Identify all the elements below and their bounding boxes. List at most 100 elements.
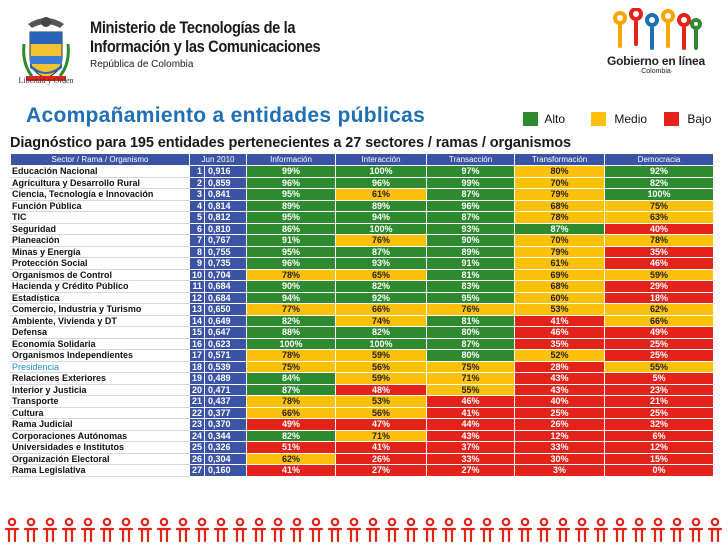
ministry-logo: Ministerio de Tecnologías de la Informac… <box>90 18 358 70</box>
ministry-line3: República de Colombia <box>90 59 194 70</box>
democracia-cell: 59% <box>604 268 715 281</box>
table-row: Seguridad 6 0,810 86% 100% 93% 87% 40% <box>10 222 715 235</box>
democracia-cell: 66% <box>604 314 715 327</box>
rank-cell: 19 <box>189 372 205 385</box>
page-title: Acompañamiento a entidades públicas <box>26 104 426 127</box>
footer-figure-body <box>555 527 571 543</box>
transaccion-cell: 27% <box>426 464 516 477</box>
subtitle: Diagnóstico para 195 entidades perteneci… <box>10 135 571 151</box>
rank-cell: 3 <box>189 188 205 201</box>
table-row: Protección Social 9 0,735 96% 93% 91% 61% 46% <box>10 257 715 270</box>
democracia-cell: 18% <box>604 291 715 304</box>
sector-name: Hacienda y Crédito Público <box>10 280 190 293</box>
transaccion-cell: 99% <box>426 176 516 189</box>
footer-figure-body <box>384 527 400 543</box>
legend-alto: Alto <box>523 112 565 126</box>
interaccion-cell: 26% <box>335 452 428 465</box>
rank-cell: 5 <box>189 211 205 224</box>
interaccion-cell: 48% <box>335 383 428 396</box>
transformacion-cell: 70% <box>514 176 606 189</box>
footer-figure-body <box>574 527 590 543</box>
transaccion-cell: 75% <box>426 360 516 373</box>
rank-cell: 23 <box>189 418 205 431</box>
footer-figure-body <box>441 527 457 543</box>
legend-bajo: Bajo <box>664 112 711 126</box>
footer-figure-head <box>520 517 530 527</box>
table-row: Función Pública 4 0,814 89% 89% 96% 68% 75% <box>10 199 715 212</box>
footer-figure-head <box>653 517 663 527</box>
table-row: Cultura 22 0,377 66% 56% 41% 25% 25% <box>10 406 715 419</box>
footer-figure-head <box>615 517 625 527</box>
transformacion-cell: 46% <box>514 326 606 339</box>
interaccion-cell: 41% <box>335 441 428 454</box>
transaccion-cell: 71% <box>426 372 516 385</box>
footer-figure-head <box>311 517 321 527</box>
table-row: Agricultura y Desarrollo Rural 2 0,859 96% 9… <box>10 176 715 189</box>
footer-figure-body <box>593 527 609 543</box>
transformacion-cell: 40% <box>514 395 606 408</box>
transaccion-cell: 90% <box>426 234 516 247</box>
score-cell: 0,623 <box>203 337 248 350</box>
rank-cell: 11 <box>189 280 205 293</box>
footer-figure-head <box>368 517 378 527</box>
interaccion-cell: 56% <box>335 360 428 373</box>
transformacion-cell: 33% <box>514 441 606 454</box>
transaccion-cell: 87% <box>426 211 516 224</box>
table-row: Defensa 15 0,647 88% 82% 80% 46% 49% <box>10 326 715 339</box>
rank-cell: 4 <box>189 199 205 212</box>
sector-name: Rama Legislativa <box>10 464 190 477</box>
democracia-cell: 92% <box>604 165 715 178</box>
democracia-cell: 15% <box>604 452 715 465</box>
table-row: Rama Legislativa 27 0,160 41% 27% 27% 3% 0% <box>10 464 715 477</box>
score-cell: 0,539 <box>203 360 248 373</box>
rank-cell: 6 <box>189 222 205 235</box>
interaccion-cell: 59% <box>335 372 428 385</box>
informacion-cell: 95% <box>246 211 337 224</box>
transaccion-cell: 46% <box>426 395 516 408</box>
footer-figure-head <box>577 517 587 527</box>
footer-figure-head <box>710 517 720 527</box>
democracia-cell: 82% <box>604 176 715 189</box>
score-cell: 0,841 <box>203 188 248 201</box>
sector-name: Interior y Justicia <box>10 383 190 396</box>
rank-cell: 9 <box>189 257 205 270</box>
footer-figure-body <box>270 527 286 543</box>
table-row: Hacienda y Crédito Público 11 0,684 90% 82% 8… <box>10 280 715 293</box>
score-cell: 0,684 <box>203 291 248 304</box>
table-row: TIC 5 0,812 95% 94% 87% 78% 63% <box>10 211 715 224</box>
footer-figure-head <box>45 517 55 527</box>
informacion-cell: 78% <box>246 268 337 281</box>
score-cell: 0,812 <box>203 211 248 224</box>
transformacion-cell: 80% <box>514 165 606 178</box>
democracia-cell: 63% <box>604 211 715 224</box>
transaccion-cell: 87% <box>426 188 516 201</box>
democracia-cell: 12% <box>604 441 715 454</box>
transaccion-cell: 80% <box>426 326 516 339</box>
footer-figure-body <box>403 527 419 543</box>
rank-cell: 13 <box>189 303 205 316</box>
score-cell: 0,735 <box>203 257 248 270</box>
table-row: Interior y Justicia 20 0,471 87% 48% 55% 43% 23… <box>10 383 715 396</box>
footer-figure-body <box>232 527 248 543</box>
transformacion-cell: 43% <box>514 383 606 396</box>
sector-name: Ciencia, Tecnología e Innovación <box>10 188 190 201</box>
score-cell: 0,916 <box>203 165 248 178</box>
democracia-cell: 49% <box>604 326 715 339</box>
footer-figure-head <box>292 517 302 527</box>
democracia-cell: 5% <box>604 372 715 385</box>
informacion-cell: 82% <box>246 314 337 327</box>
transformacion-cell: 43% <box>514 372 606 385</box>
democracia-cell: 78% <box>604 234 715 247</box>
informacion-cell: 78% <box>246 349 337 362</box>
score-cell: 0,471 <box>203 383 248 396</box>
footer-figure-head <box>406 517 416 527</box>
sector-name-link[interactable]: Presidencia <box>10 360 190 373</box>
table-row: Planeación 7 0,767 91% 76% 90% 70% 78% <box>10 234 715 247</box>
transaccion-cell: 83% <box>426 280 516 293</box>
transformacion-cell: 69% <box>514 268 606 281</box>
transaccion-cell: 44% <box>426 418 516 431</box>
transaccion-cell: 33% <box>426 452 516 465</box>
footer-figure-head <box>387 517 397 527</box>
score-cell: 0,326 <box>203 441 248 454</box>
transformacion-cell: 26% <box>514 418 606 431</box>
